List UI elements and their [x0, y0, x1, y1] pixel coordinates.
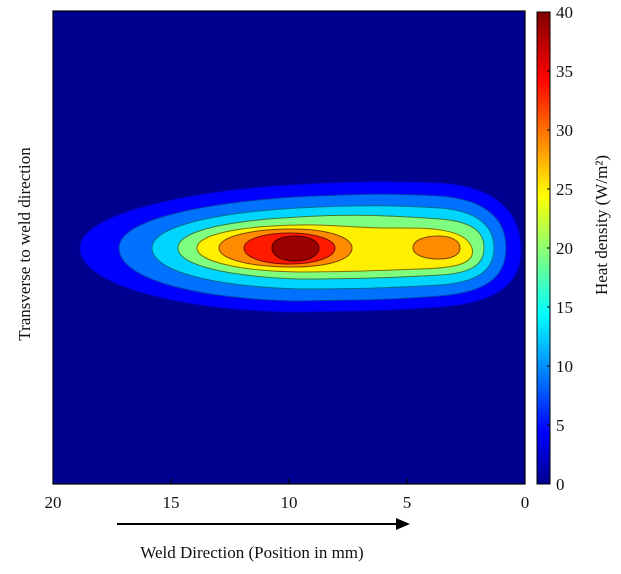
colorbar-tick-label: 40: [556, 3, 573, 22]
x-tick-label: 20: [45, 493, 62, 512]
weld-direction-arrow: [117, 518, 410, 530]
colorbar-tick-label: 20: [556, 239, 573, 258]
contour-level-30-secondary: [412, 235, 461, 260]
x-tick-label: 15: [163, 493, 180, 512]
y-axis-label: Transverse to weld direction: [15, 147, 34, 341]
x-tick-label: 0: [521, 493, 530, 512]
colorbar-tick-label: 10: [556, 357, 573, 376]
colorbar-tick-label: 0: [556, 475, 565, 494]
contour-bands: [79, 181, 522, 313]
x-tick-label: 5: [403, 493, 412, 512]
colorbar-tick-label: 15: [556, 298, 573, 317]
colorbar-tick-label: 30: [556, 121, 573, 140]
x-axis-ticks: 20 15 10 5 0: [45, 478, 530, 512]
colorbar-label: Heat density (W/m²): [592, 155, 611, 295]
colorbar-tick-label: 5: [556, 416, 565, 435]
contour-level-peak: [271, 235, 320, 262]
colorbar-tick-label: 35: [556, 62, 573, 81]
colorbar-ticks: 0 5 10 15 20 25 30 35 40: [547, 3, 573, 494]
x-tick-label: 10: [281, 493, 298, 512]
x-axis-label: Weld Direction (Position in mm): [140, 543, 363, 562]
colorbar-tick-label: 25: [556, 180, 573, 199]
